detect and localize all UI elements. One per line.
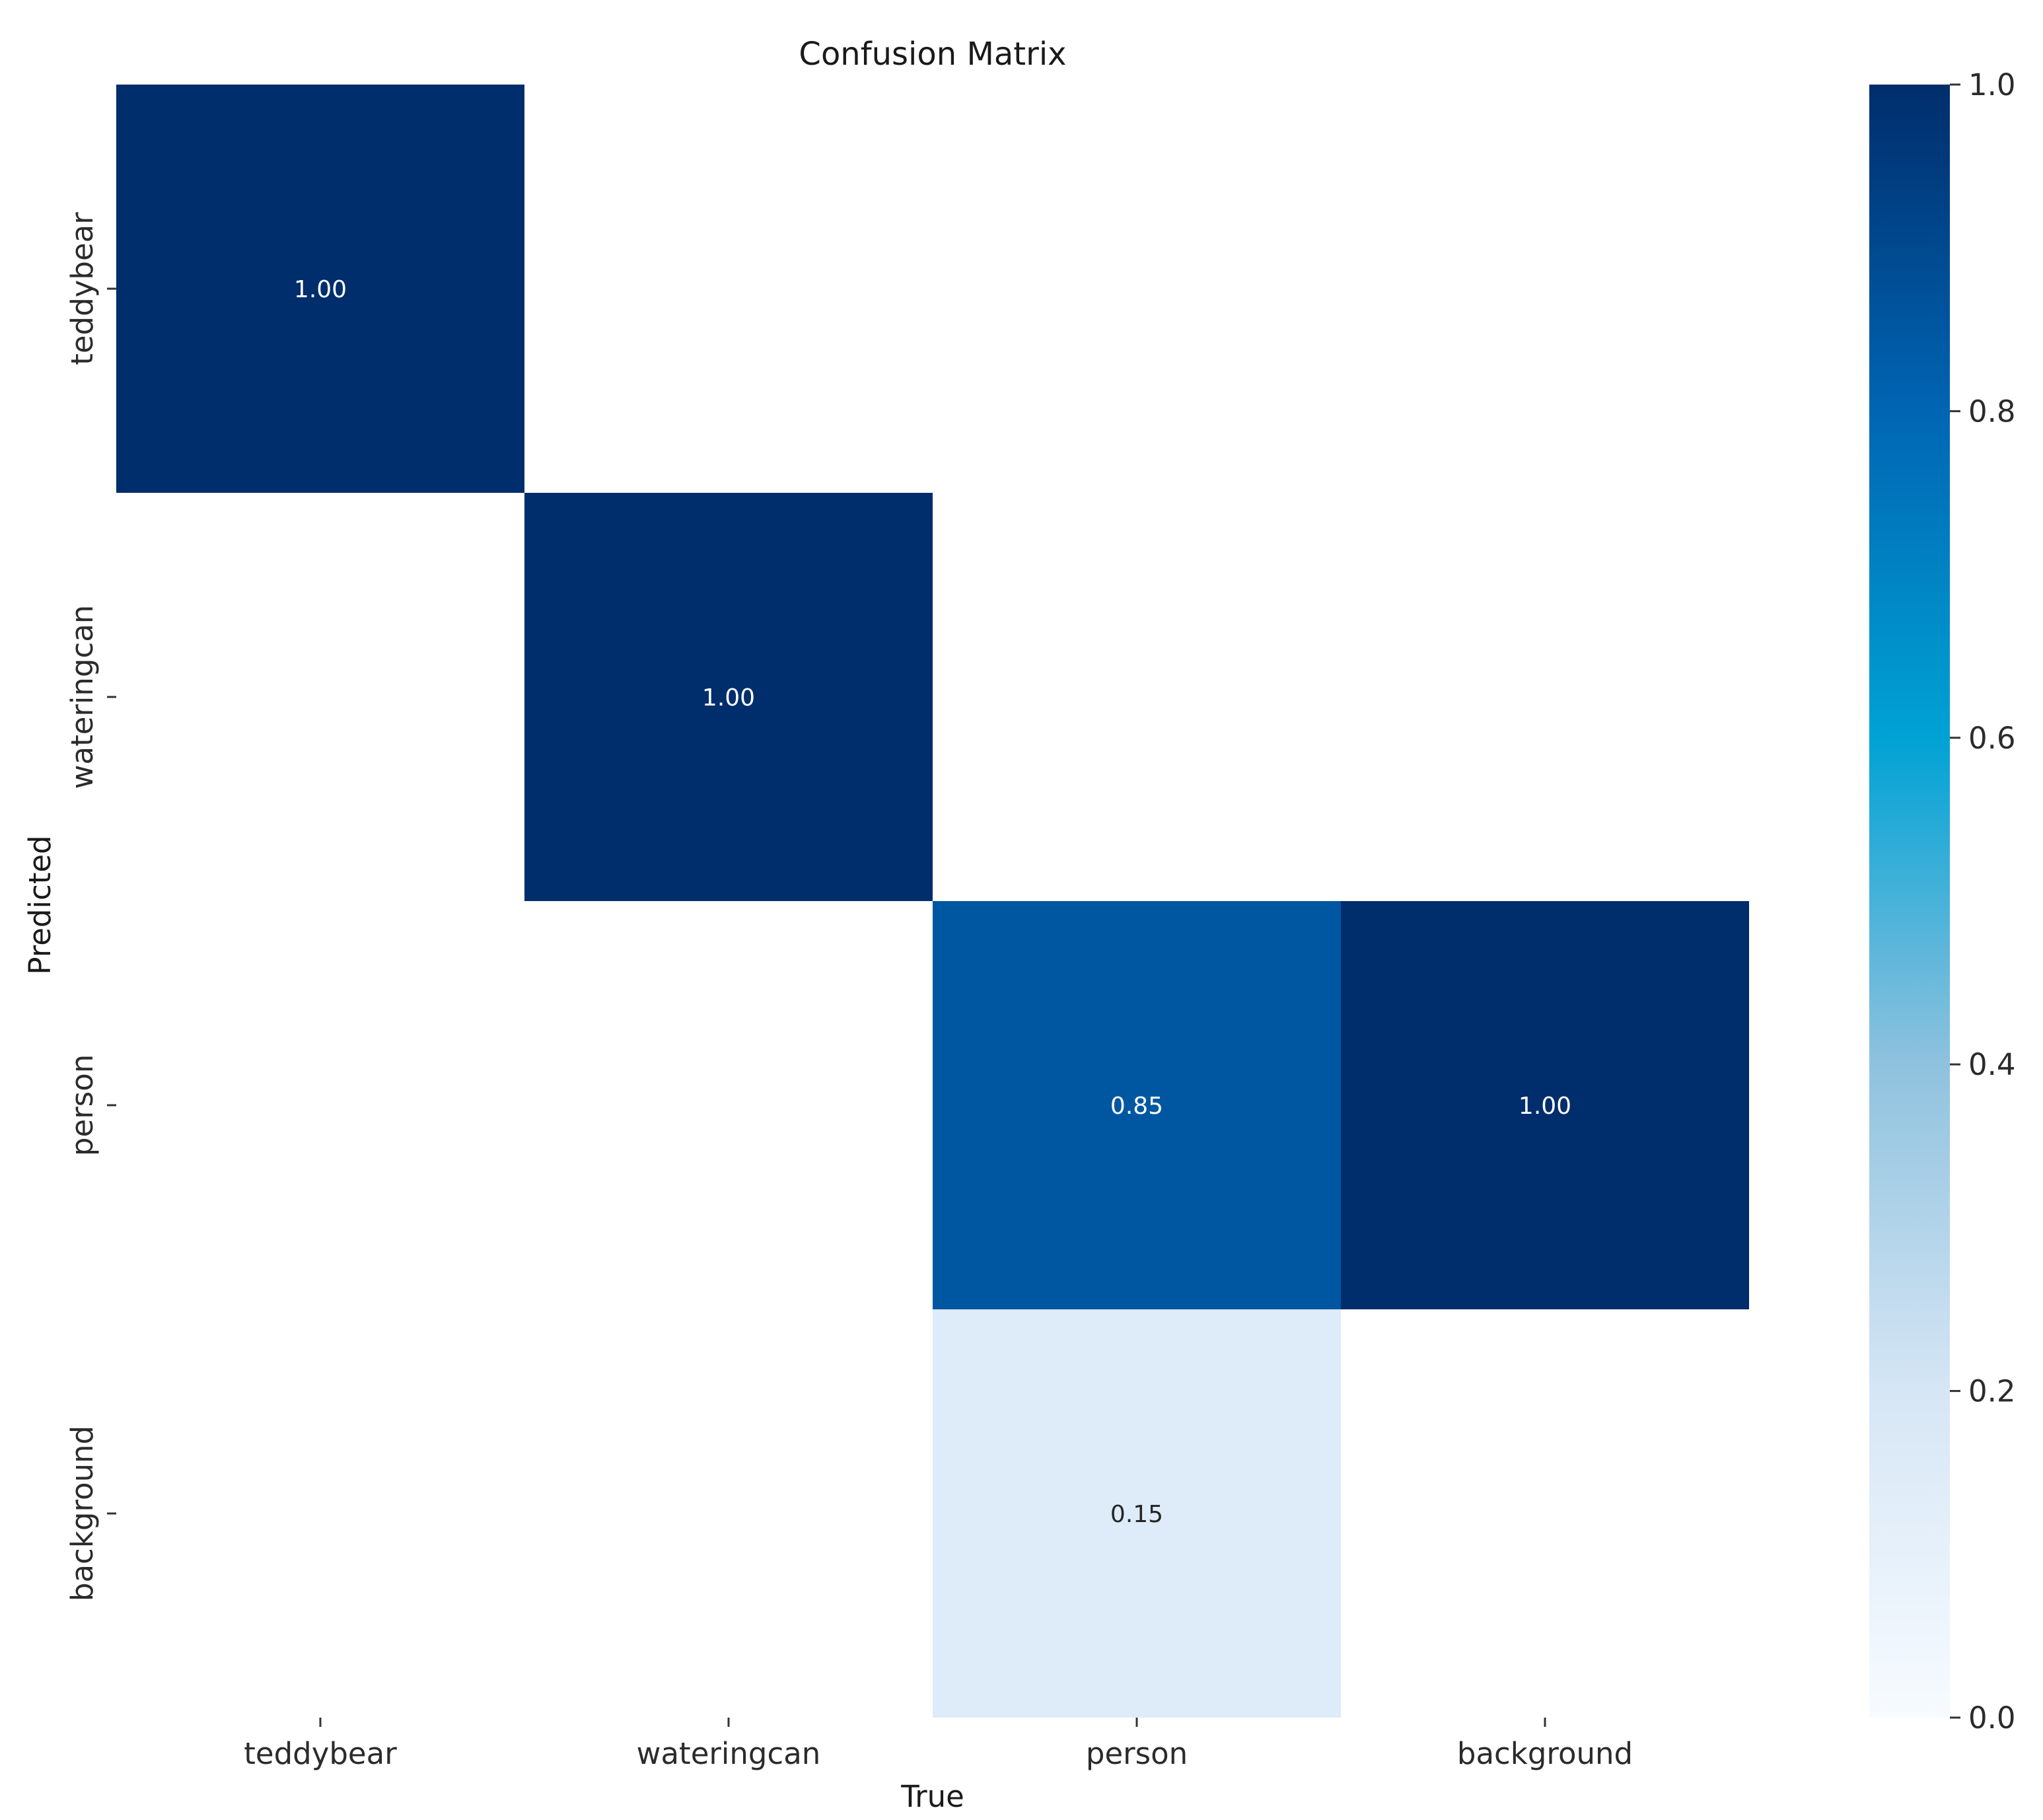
x-axis-label: True (900, 1779, 964, 1814)
cell-person-background (1341, 901, 1749, 1309)
x-tick-label-teddybear: teddybear (244, 1736, 397, 1771)
cell-person-person (933, 901, 1341, 1309)
heatmap-cell-labels: 1.00 1.00 0.85 1.00 0.15 (294, 276, 1571, 1528)
colorbar-gradient (1869, 85, 1950, 1718)
cell-value-teddybear-teddybear: 1.00 (294, 276, 347, 303)
cell-teddybear-teddybear (116, 85, 524, 493)
y-tick-label-person: person (65, 1054, 100, 1156)
cell-value-person-person: 0.85 (1110, 1093, 1163, 1120)
y-tick-label-background: background (65, 1426, 100, 1601)
colorbar-tick-label-0.6: 0.6 (1968, 721, 2016, 756)
colorbar: 0.0 0.2 0.4 0.6 0.8 1.0 (1869, 67, 2016, 1735)
cell-value-wateringcan-wateringcan: 1.00 (702, 684, 755, 711)
x-tick-label-wateringcan: wateringcan (637, 1736, 821, 1771)
cell-background-person (933, 1309, 1341, 1718)
cell-value-person-background: 1.00 (1519, 1093, 1571, 1120)
colorbar-ticks: 0.0 0.2 0.4 0.6 0.8 1.0 (1950, 67, 2016, 1735)
colorbar-tick-label-0.2: 0.2 (1968, 1374, 2016, 1409)
x-tick-label-person: person (1086, 1736, 1188, 1771)
colorbar-tick-label-1.0: 1.0 (1968, 67, 2016, 102)
x-tick-label-background: background (1457, 1736, 1633, 1771)
y-axis-label: Predicted (22, 835, 57, 974)
chart-title: Confusion Matrix (799, 36, 1066, 73)
x-axis-ticks: teddybear wateringcan person background (244, 1718, 1633, 1771)
y-tick-label-wateringcan: wateringcan (65, 605, 100, 789)
heatmap-cells (116, 85, 1749, 1718)
colorbar-tick-label-0.4: 0.4 (1968, 1047, 2016, 1082)
colorbar-tick-label-0.8: 0.8 (1968, 394, 2016, 429)
y-axis-ticks: teddybear wateringcan person background (65, 212, 116, 1601)
cell-value-background-person: 0.15 (1110, 1501, 1163, 1528)
y-tick-label-teddybear: teddybear (65, 212, 100, 365)
colorbar-tick-label-0.0: 0.0 (1968, 1700, 2016, 1735)
cell-wateringcan-wateringcan (524, 493, 933, 901)
